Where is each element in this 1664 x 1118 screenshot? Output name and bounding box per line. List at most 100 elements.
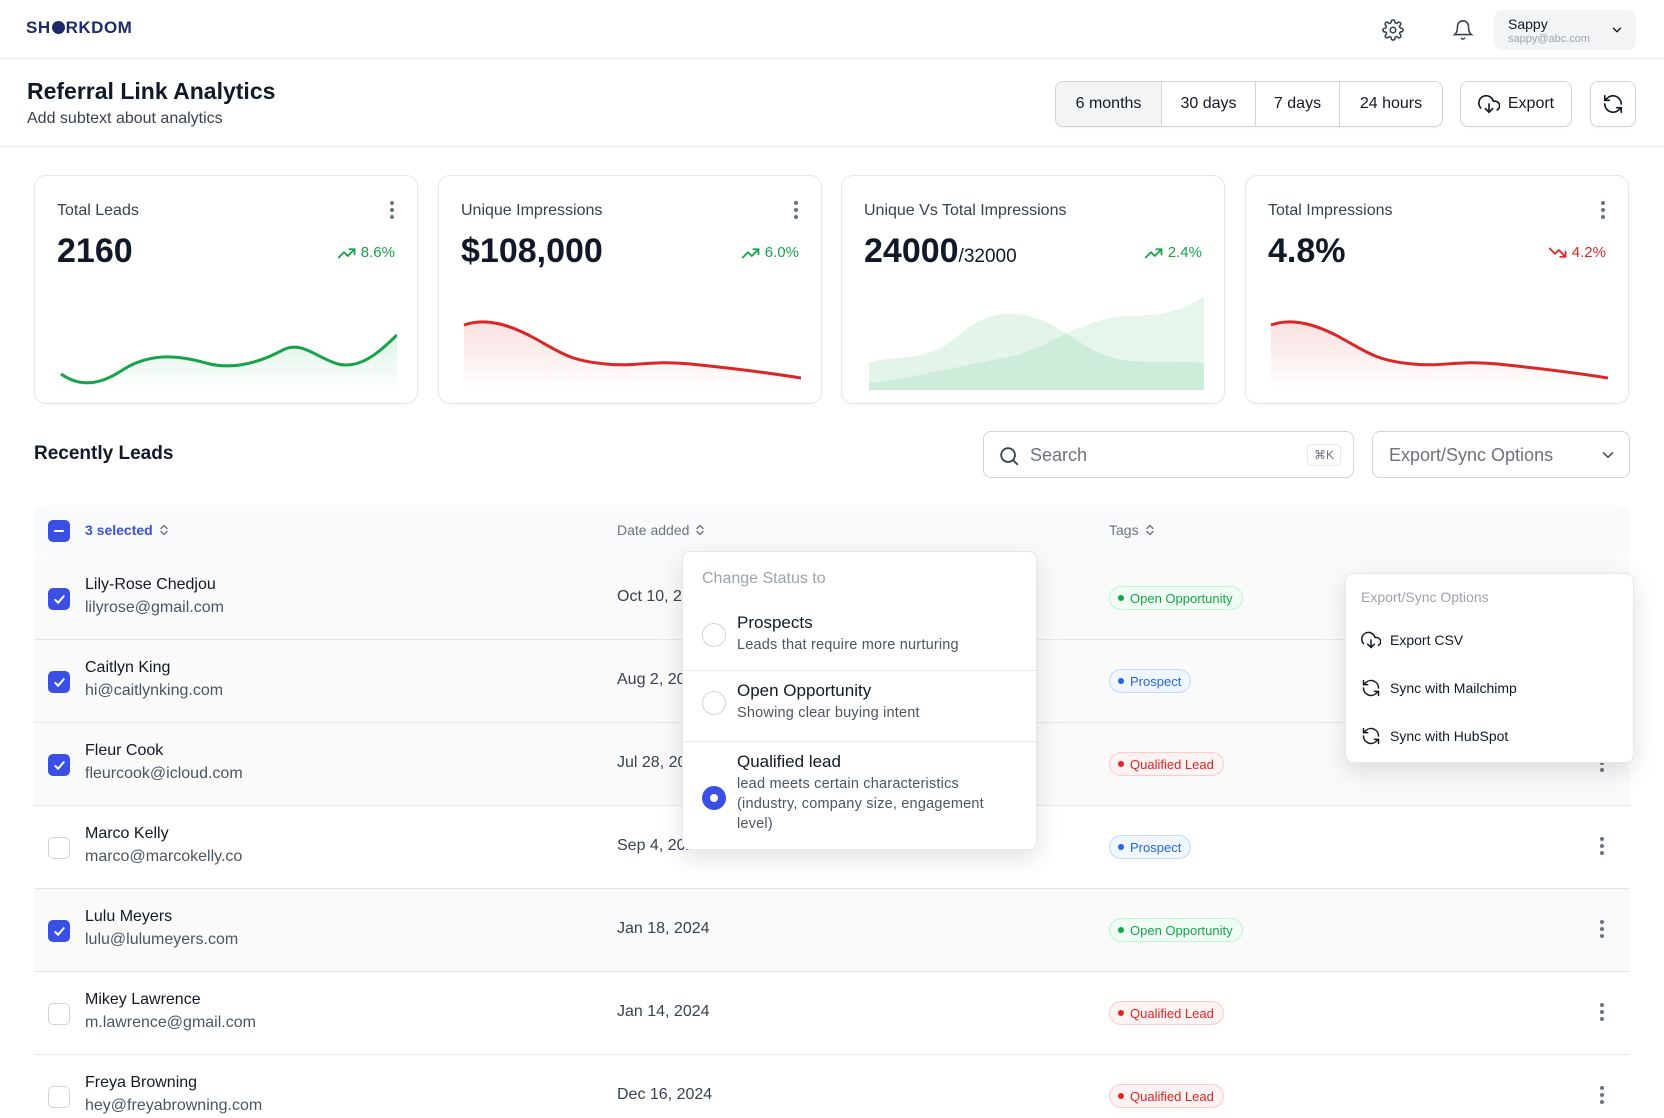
column-date-added[interactable]: Date added <box>617 522 705 538</box>
option-title: Qualified lead <box>737 752 841 771</box>
check-icon <box>53 677 65 687</box>
more-vertical-icon[interactable] <box>1600 200 1606 225</box>
chevron-down-icon <box>1610 23 1624 42</box>
brand-logo[interactable]: SH RKDOM <box>26 18 133 37</box>
card-title: Unique Vs Total Impressions <box>864 202 1067 219</box>
card-value: $108,000 <box>461 232 603 270</box>
row-checkbox[interactable] <box>48 754 70 776</box>
sort-icon <box>696 524 705 536</box>
dropdown-heading: Export/Sync Options <box>1361 589 1489 605</box>
export-sync-select[interactable]: Export/Sync Options <box>1372 431 1630 478</box>
card-total-impressions: Total Impressions 4.8% 4.2% <box>1245 175 1629 404</box>
bell-icon[interactable] <box>1451 18 1475 42</box>
export-button[interactable]: Export <box>1460 81 1572 127</box>
page-title: Referral Link Analytics <box>27 78 276 104</box>
date-added: Jan 14, 2024 <box>617 1003 710 1020</box>
divider <box>683 741 1038 742</box>
refresh-icon <box>1362 727 1380 745</box>
card-value: 4.8% <box>1268 232 1346 270</box>
cloud-download-icon <box>1477 94 1500 114</box>
trend-badge: 2.4% <box>1144 244 1202 261</box>
column-tags[interactable]: Tags <box>1109 522 1155 538</box>
export-sync-dropdown: Export/Sync Options Export CSV Sync with… <box>1345 573 1634 763</box>
status-option-qualified-lead[interactable]: Qualified lead lead meets certain charac… <box>683 747 1038 847</box>
radio-button[interactable] <box>702 623 726 647</box>
page-subtitle: Add subtext about analytics <box>27 110 223 127</box>
range-6-months[interactable]: 6 months <box>1056 82 1162 126</box>
check-icon <box>53 926 65 936</box>
search-input[interactable]: Search ⌘K <box>983 431 1354 478</box>
date-added: Jan 18, 2024 <box>617 920 710 937</box>
user-menu[interactable]: Sappy sappy@abc.com <box>1494 10 1636 50</box>
table-header: 3 selected Date added Tags <box>34 505 1630 557</box>
check-icon <box>53 760 65 770</box>
radio-button[interactable] <box>702 691 726 715</box>
radio-button-selected[interactable] <box>702 786 726 810</box>
status-dot <box>1118 678 1124 684</box>
trend-up-icon <box>337 247 356 258</box>
status-dot <box>1118 1093 1124 1099</box>
more-vertical-icon[interactable] <box>1599 836 1605 861</box>
status-badge: Qualified Lead <box>1109 752 1224 776</box>
refresh-icon <box>1362 679 1380 697</box>
more-vertical-icon[interactable] <box>1599 1002 1605 1027</box>
check-icon <box>53 594 65 604</box>
logo-mark-icon <box>51 21 65 34</box>
gear-icon[interactable] <box>1381 18 1405 42</box>
lead-name: Freya Browning <box>85 1074 198 1091</box>
more-vertical-icon[interactable] <box>1599 919 1605 944</box>
range-30-days[interactable]: 30 days <box>1162 82 1256 126</box>
lead-name: Lily-Rose Chedjou <box>85 576 216 593</box>
menu-item-sync-hubspot[interactable]: Sync with HubSpot <box>1361 726 1508 746</box>
row-checkbox[interactable] <box>48 837 70 859</box>
refresh-button[interactable] <box>1590 81 1636 127</box>
row-checkbox[interactable] <box>48 588 70 610</box>
table-row[interactable]: Freya Browning hey@freyabrowning.com Dec 1… <box>34 1055 1630 1118</box>
more-vertical-icon[interactable] <box>389 200 395 225</box>
menu-item-export-csv[interactable]: Export CSV <box>1361 630 1463 650</box>
menu-item-sync-mailchimp[interactable]: Sync with Mailchimp <box>1361 678 1517 698</box>
card-unique-impressions: Unique Impressions $108,000 6.0% <box>438 175 822 404</box>
more-vertical-icon[interactable] <box>793 200 799 225</box>
status-dot <box>1118 761 1124 767</box>
lead-email: hi@caitlynking.com <box>85 682 224 699</box>
header-divider <box>0 146 1664 147</box>
table-row[interactable]: Marco Kelly marco@marcokelly.co Sep 4, 202… <box>34 806 1630 889</box>
row-checkbox[interactable] <box>48 671 70 693</box>
selected-count[interactable]: 3 selected <box>85 522 169 538</box>
lead-email: lulu@lulumeyers.com <box>85 931 239 948</box>
row-checkbox[interactable] <box>48 1003 70 1025</box>
table-row[interactable]: Lulu Meyers lulu@lulumeyers.com Jan 18, 20… <box>34 889 1630 972</box>
date-added: Jul 28, 20 <box>617 754 687 771</box>
change-status-popover: Change Status to Prospects Leads that re… <box>682 551 1038 850</box>
trend-badge: 4.2% <box>1548 244 1606 261</box>
date-added: Sep 4, 2024 <box>617 837 704 854</box>
search-icon <box>998 445 1020 472</box>
refresh-icon <box>1603 94 1623 114</box>
user-email: sappy@abc.com <box>1508 33 1591 45</box>
range-7-days[interactable]: 7 days <box>1256 82 1340 126</box>
range-24-hours[interactable]: 24 hours <box>1340 82 1442 126</box>
more-vertical-icon[interactable] <box>1599 1085 1605 1110</box>
status-option-prospects[interactable]: Prospects Leads that require more nurtur… <box>683 607 1038 673</box>
date-added: Aug 2, 20 <box>617 671 686 688</box>
popover-heading: Change Status to <box>702 570 826 587</box>
table-row[interactable]: Mikey Lawrence m.lawrence@gmail.com Jan 14… <box>34 972 1630 1055</box>
divider <box>683 670 1038 671</box>
row-checkbox[interactable] <box>48 920 70 942</box>
lead-name: Fleur Cook <box>85 742 164 759</box>
row-checkbox[interactable] <box>48 1086 70 1108</box>
option-title: Prospects <box>737 613 813 632</box>
status-badge: Qualified Lead <box>1109 1084 1224 1108</box>
lead-email: hey@freyabrowning.com <box>85 1097 263 1114</box>
option-title: Open Opportunity <box>737 681 872 700</box>
card-total-leads: Total Leads 2160 8.6% <box>34 175 418 404</box>
sort-icon <box>160 524 168 536</box>
status-dot <box>1118 927 1124 933</box>
select-all-checkbox[interactable] <box>48 520 70 542</box>
status-dot <box>1118 595 1124 601</box>
cloud-download-icon <box>1361 631 1381 649</box>
sparkline-total-leads <box>60 333 397 391</box>
status-option-open-opportunity[interactable]: Open Opportunity Showing clear buying in… <box>683 675 1038 741</box>
status-badge: Qualified Lead <box>1109 1001 1224 1025</box>
